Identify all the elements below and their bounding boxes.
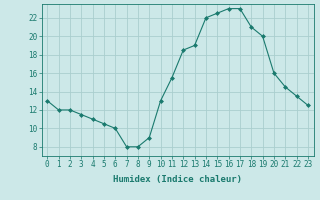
X-axis label: Humidex (Indice chaleur): Humidex (Indice chaleur)	[113, 175, 242, 184]
